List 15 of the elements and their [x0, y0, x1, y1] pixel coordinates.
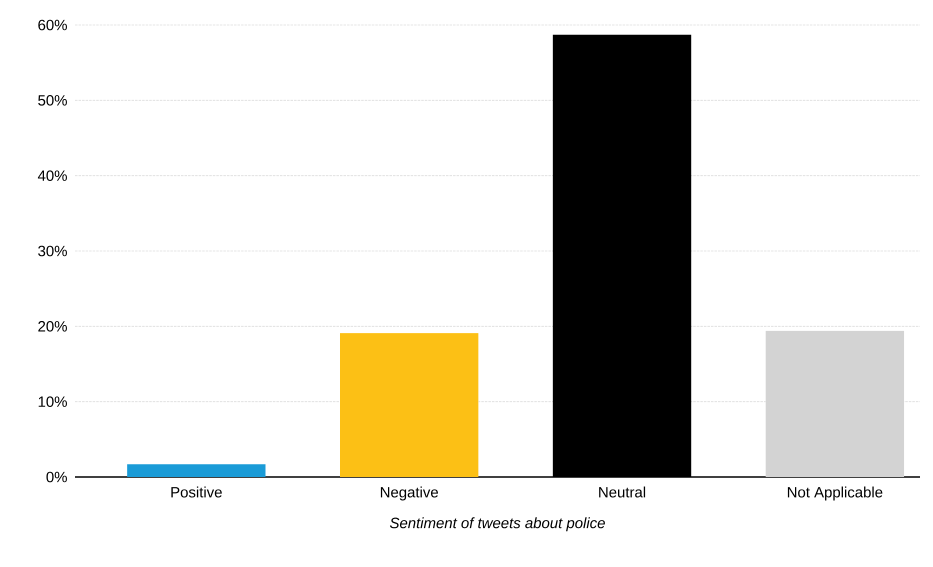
bar [340, 333, 478, 477]
bar [127, 464, 266, 477]
x-tick-label: Positive [171, 486, 222, 498]
y-tick-label: 20% [38, 321, 67, 332]
x-axis-title: Sentiment of tweets about police [390, 517, 605, 532]
y-tick-label: 10% [38, 396, 67, 407]
y-tick-label: 60% [38, 20, 67, 30]
x-tick-label: Neutral [599, 486, 646, 498]
y-tick-label: 40% [38, 170, 67, 181]
x-tick-label: Not Applicable [788, 486, 882, 500]
x-tick-label: Negative [380, 486, 438, 500]
y-tick-label: 0% [46, 472, 67, 482]
y-tick-label: 30% [38, 246, 67, 256]
y-tick-label: 50% [38, 95, 67, 106]
bar [766, 330, 904, 477]
